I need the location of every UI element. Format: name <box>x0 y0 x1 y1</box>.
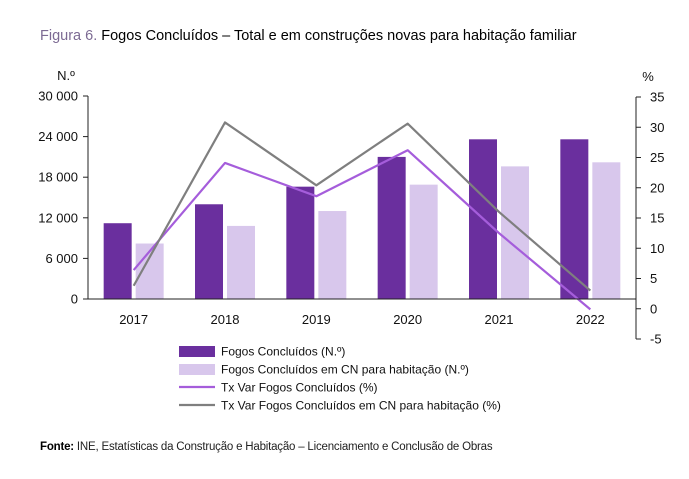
right-tick-label: 5 <box>650 271 657 286</box>
source-label: Fonte: <box>40 441 74 453</box>
left-tick-label: 6 000 <box>45 251 78 266</box>
right-tick-label: -5 <box>650 332 662 347</box>
left-tick-label: 24 000 <box>38 129 78 144</box>
bar <box>195 204 223 299</box>
legend-label: Fogos Concluídos em CN para habitação (N… <box>221 363 469 377</box>
legend-label: Tx Var Fogos Concluídos (%) <box>221 381 378 395</box>
x-tick-label: 2022 <box>576 312 605 327</box>
legend-label: Fogos Concluídos (N.º) <box>221 345 345 359</box>
legend: Fogos Concluídos (N.º) Fogos Concluídos e… <box>179 345 501 413</box>
chart-title-text: Fogos Concluídos – Total e em construçõe… <box>101 28 577 44</box>
legend-label: Tx Var Fogos Concluídos em CN para habit… <box>221 399 501 413</box>
left-tick-label: 18 000 <box>38 170 78 185</box>
right-tick-label: 15 <box>650 211 664 226</box>
right-y-axis: -5 0 5 10 15 20 25 30 35% <box>635 69 664 347</box>
left-axis-unit: N.º <box>57 68 75 83</box>
right-tick-label: 20 <box>650 180 664 195</box>
right-tick-label: 35 <box>650 90 664 105</box>
chart-title: Figura 6. Fogos Concluídos – Total e em … <box>40 28 680 44</box>
bar <box>592 162 621 299</box>
bar <box>227 225 255 299</box>
right-tick-label: 10 <box>650 241 664 256</box>
bar <box>560 139 589 299</box>
right-tick-label: 0 <box>650 301 657 316</box>
right-axis-unit: % <box>642 69 654 84</box>
bar-series <box>103 139 621 299</box>
series-line <box>132 149 592 311</box>
bar <box>377 156 406 299</box>
series-line <box>132 121 592 292</box>
left-tick-label: 0 <box>71 292 78 307</box>
legend-swatch <box>179 346 215 357</box>
left-y-axis: 0 6 000 12 000 18 000 24 000 30 000 N.º <box>38 68 89 307</box>
combo-chart: 0 6 000 12 000 18 000 24 000 30 000 N.º -5 0 5 10… <box>38 68 664 413</box>
left-tick-label: 30 000 <box>38 89 78 104</box>
right-tick-label: 25 <box>650 150 664 165</box>
x-tick-label: 2018 <box>211 312 240 327</box>
bar <box>501 166 529 299</box>
line-series <box>132 121 592 311</box>
x-tick-label: 2019 <box>302 312 331 327</box>
x-tick-label: 2020 <box>393 312 422 327</box>
bar <box>286 186 315 299</box>
source-note: Fonte: INE, Estatísticas da Construção e… <box>40 441 493 453</box>
x-tick-label: 2021 <box>485 312 514 327</box>
bar <box>409 184 438 299</box>
legend-swatch <box>179 364 215 375</box>
figure-number: Figura 6. <box>40 28 98 44</box>
source-text: INE, Estatísticas da Construção e Habita… <box>73 441 493 453</box>
x-tick-label: 2017 <box>119 312 148 327</box>
left-tick-label: 12 000 <box>38 210 78 225</box>
bar <box>103 223 132 299</box>
bar <box>318 211 347 299</box>
right-tick-label: 30 <box>650 120 664 135</box>
x-axis: 2017 2018 2019 2020 2021 2022 <box>88 298 636 327</box>
